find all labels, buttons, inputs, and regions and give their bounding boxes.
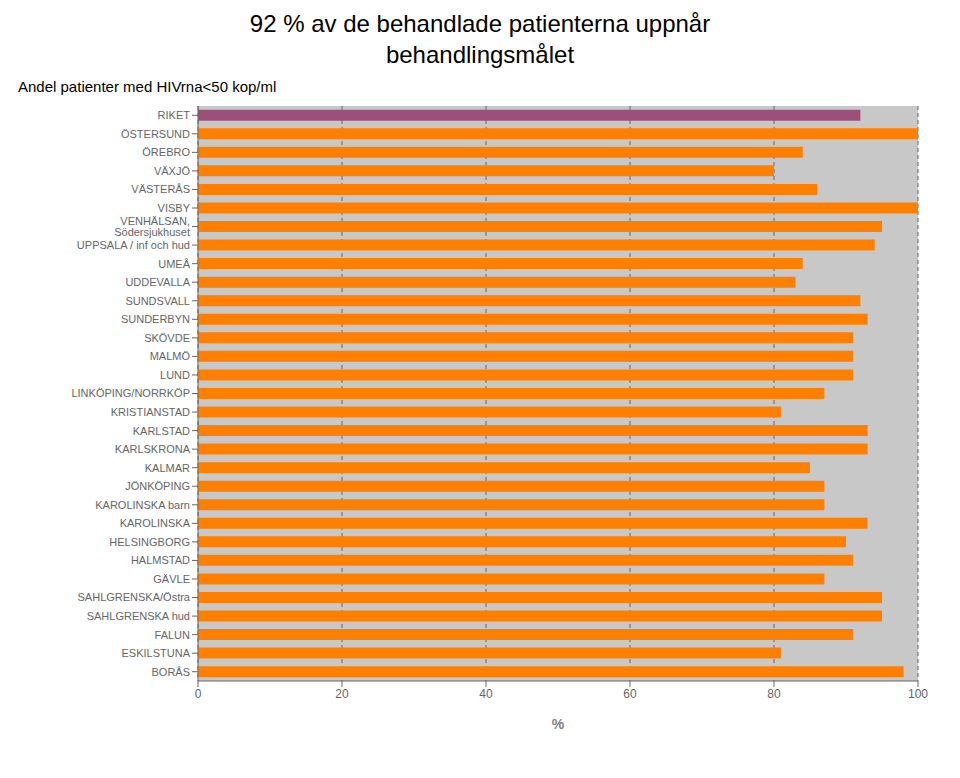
- svg-text:KARLSTAD: KARLSTAD: [133, 425, 190, 437]
- svg-text:KALMAR: KALMAR: [145, 462, 190, 474]
- svg-text:%: %: [552, 716, 565, 732]
- svg-text:UDDEVALLA: UDDEVALLA: [125, 276, 190, 288]
- svg-text:SUNDSVALL: SUNDSVALL: [125, 295, 190, 307]
- svg-text:KARLSKRONA: KARLSKRONA: [115, 443, 191, 455]
- svg-text:UMEÅ: UMEÅ: [158, 258, 190, 270]
- svg-text:40: 40: [479, 687, 493, 701]
- svg-text:GÄVLE: GÄVLE: [153, 573, 190, 585]
- svg-text:SUNDERBYN: SUNDERBYN: [121, 314, 190, 326]
- svg-text:UPPSALA / inf och hud: UPPSALA / inf och hud: [77, 239, 190, 251]
- svg-text:VÄXJÖ: VÄXJÖ: [154, 165, 191, 177]
- html-text:92 % av de behandlade patiente: 92 % av de behandlade patienterna uppnår: [249, 10, 711, 37]
- svg-text:80: 80: [767, 687, 781, 701]
- svg-text:LINKÖPING/NORRKÖP: LINKÖPING/NORRKÖP: [71, 388, 190, 400]
- svg-text:20: 20: [335, 687, 349, 701]
- svg-text:HELSINGBORG: HELSINGBORG: [109, 536, 190, 548]
- svg-text:RIKET: RIKET: [158, 110, 191, 122]
- html-text:Andel patienter med HIVrna<50: Andel patienter med HIVrna<50 kop/ml: [18, 78, 277, 96]
- svg-text:KRISTIANSTAD: KRISTIANSTAD: [111, 406, 190, 418]
- svg-text:60: 60: [623, 687, 637, 701]
- svg-text:ÖREBRO: ÖREBRO: [142, 147, 190, 159]
- svg-text:VÄSTERÅS: VÄSTERÅS: [131, 184, 190, 196]
- svg-text:VISBY: VISBY: [158, 202, 191, 214]
- svg-text:ÖSTERSUND: ÖSTERSUND: [121, 128, 190, 140]
- svg-text:ESKILSTUNA: ESKILSTUNA: [122, 647, 191, 659]
- svg-text:VENHÄLSAN,Södersjukhuset: VENHÄLSAN,Södersjukhuset: [114, 215, 190, 238]
- svg-text:0: 0: [195, 687, 202, 701]
- svg-text:MALMÖ: MALMÖ: [150, 351, 191, 363]
- svg-text:SAHLGRENSKA/Östra: SAHLGRENSKA/Östra: [78, 592, 191, 604]
- svg-text:100: 100: [908, 687, 928, 701]
- svg-text:HALMSTAD: HALMSTAD: [131, 555, 190, 567]
- svg-text:SKÖVDE: SKÖVDE: [144, 332, 190, 344]
- svg-text:SAHLGRENSKA hud: SAHLGRENSKA hud: [87, 610, 190, 622]
- svg-text:BORÅS: BORÅS: [151, 666, 190, 678]
- svg-text:FALUN: FALUN: [155, 629, 191, 641]
- svg-text:KAROLINSKA barn: KAROLINSKA barn: [95, 499, 190, 511]
- svg-text:JÖNKÖPING: JÖNKÖPING: [125, 481, 190, 493]
- html-text:behandlingsmålet: behandlingsmålet: [385, 41, 575, 69]
- svg-text:KAROLINSKA: KAROLINSKA: [120, 518, 191, 530]
- svg-text:LUND: LUND: [160, 369, 190, 381]
